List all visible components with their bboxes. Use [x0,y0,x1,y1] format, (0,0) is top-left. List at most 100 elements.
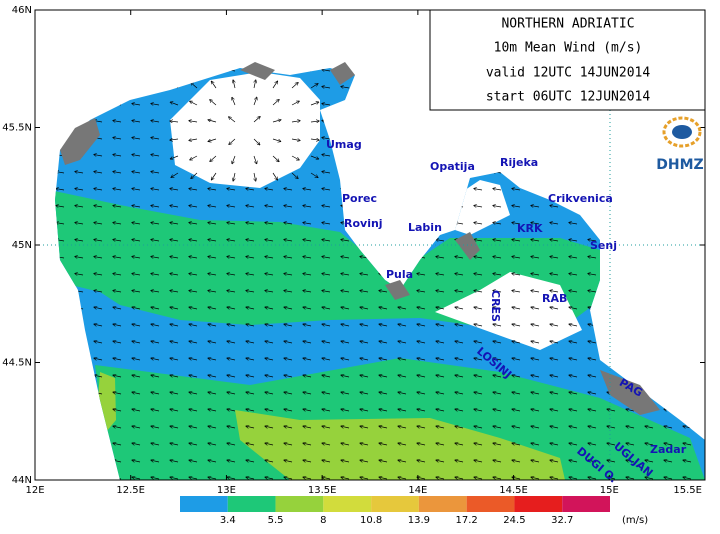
wind-arrow [512,274,521,275]
colorbar-label: 8 [320,515,326,526]
wind-arrow [626,443,635,445]
wind-arrow [322,358,331,360]
wind-arrow [208,307,217,309]
wind-arrow [417,291,426,292]
wind-arrow [246,274,255,275]
lon-label: 13E [217,485,236,496]
lon-label: 15E [600,485,619,496]
wind-arrow [398,324,407,326]
wind-arrow [607,460,616,462]
wind-arrow [550,375,559,377]
wind-arrow [531,307,540,309]
wind-arrow [360,324,369,326]
wind-arrow [474,392,483,394]
wind-arrow [569,375,578,377]
wind-arrow [151,104,160,105]
logo-mark [662,116,702,148]
wind-arrow [550,257,559,258]
wind-arrow [170,274,179,275]
wind-arrow [151,477,160,479]
wind-arrow [531,477,540,479]
wind-arrow [253,117,260,123]
wind-arrow [512,443,521,445]
wind-arrow [291,172,298,178]
wind-arrow [493,443,502,445]
wind-arrow [151,291,160,292]
wind-arrow [512,307,521,309]
place-label: RAB [542,292,567,305]
land [455,232,480,260]
wind-arrow [341,291,350,292]
wind-arrow [569,307,578,309]
wind-arrow [455,460,464,462]
wind-arrow [512,460,521,462]
wind-arrow [190,155,198,160]
wind-arrow [132,138,141,139]
wind-arrow [512,426,521,428]
wind-arrow [531,257,540,258]
wind-arrow [569,477,578,479]
wind-arrow [151,409,160,411]
wind-arrow [322,392,331,394]
wind-arrow [132,223,141,224]
wind-arrow [436,460,445,462]
wind-arrow [170,409,179,411]
wind-arrow [170,240,179,241]
wind-arrow [208,223,217,224]
wind-arrow [227,240,236,241]
wind-arrow [227,392,236,394]
wind-arrow [322,87,331,88]
wind-arrow [113,206,122,207]
wind-arrow [493,460,502,462]
wind-arrow [170,460,179,462]
wind-arrow [284,392,293,394]
wind-arrow [474,477,483,479]
wind-arrow [189,358,198,360]
wind-arrow [398,460,407,462]
wind-arrow [569,426,578,428]
wind-arrow [233,172,235,181]
wind-arrow [398,375,407,377]
wind-arrow [132,291,141,292]
wind-arrow [227,274,236,275]
wind-arrow [229,117,236,123]
land [330,62,355,85]
wind-arrow [246,206,255,207]
wind-arrow [417,460,426,462]
wind-arrow [531,443,540,445]
wind-arrow [189,409,198,411]
wind-arrow [360,341,369,343]
colorbar-segment [371,496,419,512]
wind-arrow [94,223,103,224]
wind-arrow [322,341,331,343]
wind-arrow [227,375,236,377]
wind-arrow [607,477,616,479]
wind-arrow [189,223,198,224]
title-box [429,9,706,111]
wind-arrow [322,104,331,105]
wind-arrow [569,274,578,275]
wind-arrow [493,274,502,275]
wind-arrow [208,358,217,360]
wind-arrow [341,324,350,326]
wind-arrow [569,460,578,462]
place-label: Umag [326,138,362,151]
wind-arrow [322,223,331,224]
wind-arrow [132,358,141,360]
wind-arrow [341,307,350,309]
wind-arrow [436,257,445,258]
wind-arrow [493,324,502,326]
colorbar-segment [180,496,228,512]
wind-arrow [208,392,217,394]
wind-arrow [474,324,483,326]
wind-arrow [379,392,388,394]
wind-arrow [322,460,331,462]
wind-arrow [227,409,236,411]
wind-arrow [569,223,578,224]
wind-arrow [436,324,445,326]
wind-arrow [151,189,160,190]
wind-arrow [227,189,236,190]
wind-arrow [398,409,407,411]
wind-arrow [550,426,559,428]
wind-arrow [132,121,141,122]
